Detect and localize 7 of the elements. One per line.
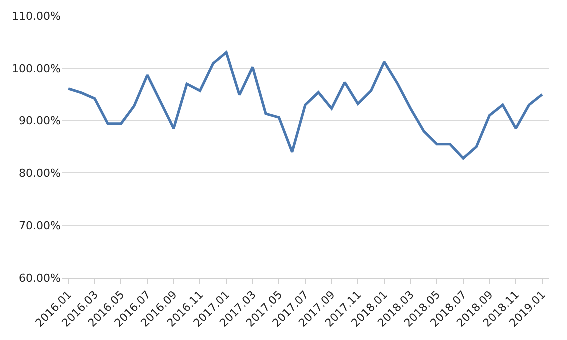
y-tick-label: 100.00% xyxy=(12,62,61,76)
y-tick-label: 60.00% xyxy=(19,272,61,285)
y-tick-label: 70.00% xyxy=(19,219,61,232)
y-tick-label: 80.00% xyxy=(19,167,61,180)
y-tick-label: 90.00% xyxy=(19,114,61,128)
y-tick-label: 110.00% xyxy=(12,10,61,23)
line-series xyxy=(67,51,544,160)
